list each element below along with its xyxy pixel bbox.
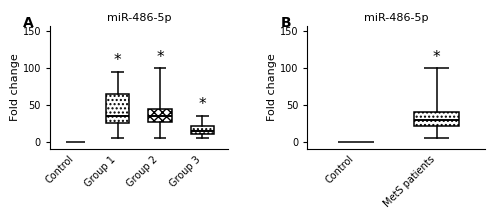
Text: *: * xyxy=(156,50,164,65)
Bar xyxy=(414,112,459,126)
Text: *: * xyxy=(433,50,440,65)
Bar xyxy=(106,94,130,123)
Text: B: B xyxy=(281,16,291,30)
Text: A: A xyxy=(24,16,34,30)
Title: miR-486-5p: miR-486-5p xyxy=(106,13,171,23)
Text: *: * xyxy=(114,53,122,68)
Y-axis label: Fold change: Fold change xyxy=(10,53,20,121)
Y-axis label: Fold change: Fold change xyxy=(267,53,277,121)
Title: miR-486-5p: miR-486-5p xyxy=(364,13,428,23)
Bar xyxy=(148,109,172,122)
Bar xyxy=(190,126,214,134)
Text: *: * xyxy=(198,97,206,112)
